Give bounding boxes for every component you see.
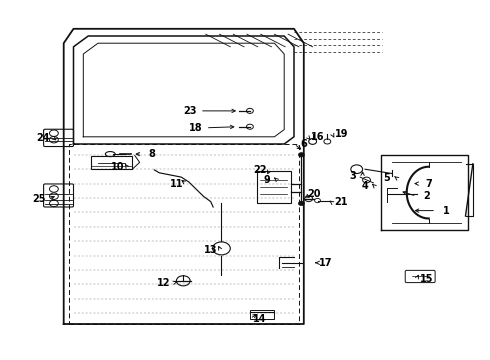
Text: 15: 15 [419, 274, 433, 284]
Text: 5: 5 [384, 173, 391, 183]
Text: 6: 6 [300, 139, 307, 149]
Text: 16: 16 [311, 132, 324, 142]
Text: 1: 1 [442, 206, 449, 216]
Text: 13: 13 [204, 245, 218, 255]
Text: 22: 22 [253, 165, 267, 175]
Text: 17: 17 [319, 258, 333, 268]
Text: 4: 4 [362, 181, 368, 192]
Text: 20: 20 [307, 189, 320, 199]
Text: 7: 7 [425, 179, 432, 189]
Text: 9: 9 [264, 175, 270, 185]
Text: 12: 12 [157, 278, 171, 288]
Text: 10: 10 [111, 162, 124, 172]
Bar [257, 171, 291, 203]
Text: 18: 18 [189, 123, 203, 133]
Text: 23: 23 [183, 106, 197, 116]
Text: 3: 3 [349, 171, 356, 181]
Text: 21: 21 [334, 197, 347, 207]
Bar [250, 310, 274, 319]
Text: 25: 25 [32, 194, 46, 204]
Text: 24: 24 [36, 132, 50, 143]
Text: 11: 11 [170, 179, 183, 189]
Text: 8: 8 [148, 149, 155, 159]
Circle shape [298, 201, 304, 206]
Bar [91, 156, 132, 169]
Text: 14: 14 [253, 314, 267, 324]
Text: 2: 2 [423, 191, 430, 201]
Text: 19: 19 [335, 129, 349, 139]
Circle shape [298, 153, 304, 157]
